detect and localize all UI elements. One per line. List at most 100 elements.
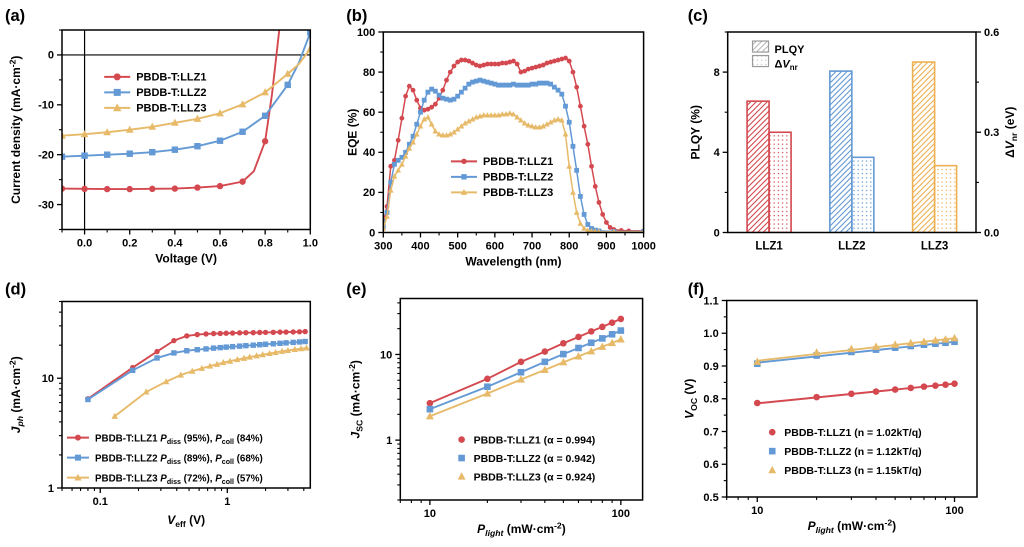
x-tick-label: 0.4 (167, 238, 183, 250)
panel-a-series (62, 30, 311, 193)
series-PBDB-T-LLZ3-marker (753, 357, 762, 365)
series-PBDB-T-LLZ1-marker (560, 339, 567, 347)
series-PBDB-T-LLZ1-marker (429, 104, 435, 110)
series-PBDB-T-LLZ3-marker (266, 349, 273, 357)
series-PBDB-T-LLZ2-marker (250, 342, 256, 348)
series-PBDB-T-LLZ3-marker (499, 111, 506, 117)
series-PBDB-T-LLZ2-marker (518, 82, 524, 88)
panel-e-x-axis-title: Plight (mW·cm-2) (477, 521, 566, 538)
x-tick-label: 0.1 (93, 496, 108, 508)
panel-d-y-axis-title: Jph (mA·cm-2) (8, 356, 25, 433)
legend-label: PBDB-T:LLZ2 (483, 172, 553, 184)
series-PBDB-T-LLZ2-marker (243, 342, 249, 349)
series-PBDB-T-LLZ1-marker (570, 69, 576, 75)
series-PBDB-T-LLZ3-marker (198, 364, 206, 371)
series-PBDB-T-LLZ1-marker (296, 329, 303, 335)
series-PBDB-T-LLZ1-marker (496, 61, 501, 67)
legend-label: PBDB-T:LLZ1 (n = 1.02kT/q) (784, 427, 921, 439)
series-PBDB-T-LLZ2-marker (217, 344, 223, 351)
series-PBDB-T-LLZ2-marker (62, 153, 66, 160)
series-PBDB-T-LLZ1-marker (399, 115, 405, 121)
series-PBDB-T-LLZ1-marker (458, 57, 464, 63)
series-PBDB-T-LLZ3-marker (436, 131, 442, 137)
series-PBDB-T-LLZ2-marker (270, 341, 276, 347)
series-PBDB-T-LLZ3-marker (272, 348, 279, 355)
series-PBDB-T-LLZ1-marker (203, 331, 209, 337)
series-PBDB-T-LLZ3-marker (177, 371, 184, 378)
series-PBDB-T-LLZ1-marker (277, 329, 283, 335)
series-PBDB-T-LLZ1-marker (257, 329, 263, 336)
y-tick-label: 60 (363, 107, 375, 119)
category-label-LLZ1: LLZ1 (755, 241, 783, 253)
series-PBDB-T-LLZ2-marker (277, 340, 283, 347)
y-tick-label: -20 (38, 149, 54, 161)
series-PBDB-T-LLZ1-marker (210, 330, 217, 337)
series-PBDB-T-LLZ2-marker (492, 81, 498, 87)
series-PBDB-T-LLZ1-marker (236, 330, 243, 336)
series-PBDB-T-LLZ3-marker (125, 125, 134, 133)
y-tick-label: -10 (38, 100, 54, 112)
bar-dVnr-LLZ3 (933, 164, 958, 233)
series-PBDB-T-LLZ2-marker (466, 81, 472, 87)
x-tick-label: 10 (751, 505, 763, 517)
series-PBDB-T-LLZ3-marker (253, 352, 260, 359)
series-PBDB-T-LLZ1-marker (451, 63, 457, 69)
series-PBDB-T-LLZ2-marker (239, 128, 246, 135)
series-PBDB-T-LLZ1-marker (559, 56, 565, 62)
series-PBDB-T-LLZ2-marker (216, 137, 224, 144)
series-PBDB-T-LLZ1-marker (216, 182, 224, 190)
y-tick-label: -30 (38, 199, 54, 211)
series-PBDB-T-LLZ1-marker (485, 61, 490, 67)
series-PBDB-T-LLZ2-marker (126, 150, 133, 157)
panel-e: 10 100 1 10 Plight (mW·cm-2) JSC (mA·cm-2) PBD… (346, 281, 644, 538)
legend-sample-marker (74, 454, 81, 461)
series-PBDB-T-LLZ1-marker (62, 185, 66, 192)
series-PBDB-T-LLZ3-marker (148, 122, 157, 130)
panel-e-series (425, 315, 625, 420)
legend-sample-marker (458, 454, 465, 462)
y-tick-label: 0.7 (703, 426, 718, 438)
series-PBDB-T-LLZ1-marker (548, 59, 554, 65)
series-PBDB-T-LLZ1-marker (848, 390, 855, 398)
series-PBDB-T-LLZ3-marker (566, 163, 573, 169)
series-PBDB-T-LLZ2-marker (641, 229, 644, 233)
series-PBDB-T-LLZ3-marker (491, 112, 498, 118)
y-tick-label: 0.6 (703, 459, 718, 471)
series-PBDB-T-LLZ3-marker (402, 153, 409, 159)
series-PBDB-T-LLZ1-marker (907, 384, 915, 392)
legend-label: PBDB-T:LLZ2 (α = 0.942) (474, 453, 596, 465)
series-PBDB-T-LLZ3-marker (238, 100, 247, 108)
panel-d-x-axis-title: Veff (V) (167, 513, 205, 529)
series-PBDB-T-LLZ1-marker (525, 66, 531, 72)
legend-label: PBDB-T:LLZ2 (n = 1.12kT/q) (784, 446, 921, 458)
y-tick-label: 1 (48, 483, 54, 495)
series-PBDB-T-LLZ2-marker (555, 87, 561, 93)
series-PBDB-T-LLZ1-marker (872, 388, 880, 395)
series-PBDB-T-LLZ2-marker (455, 93, 461, 99)
legend-sample-swatch (751, 40, 770, 53)
series-PBDB-T-LLZ1-marker (388, 163, 394, 169)
series-PBDB-T-LLZ2-marker (560, 350, 567, 358)
series-PBDB-T-LLZ3-marker (483, 389, 492, 397)
series-PBDB-T-LLZ3-marker (246, 353, 253, 360)
series-PBDB-T-LLZ2-marker (503, 82, 509, 88)
x-tick-label: 100 (945, 505, 963, 517)
legend-sample-marker (768, 447, 776, 455)
series-PBDB-T-LLZ1-marker (932, 382, 939, 389)
legend-label: ΔVnr (775, 58, 798, 72)
legend-sample-marker (74, 473, 82, 481)
series-PBDB-T-LLZ1-marker (517, 358, 525, 366)
series-PBDB-T-LLZ3-marker (465, 118, 472, 124)
series-PBDB-T-LLZ2-marker (458, 89, 464, 95)
series-PBDB-T-LLZ1-marker (537, 63, 542, 69)
legend-label: PBDB-T:LLZ2 (136, 87, 206, 99)
series-PBDB-T-LLZ3-marker (525, 122, 532, 128)
series-PBDB-T-LLZ2-marker (406, 141, 412, 147)
series-PBDB-T-LLZ2-marker (203, 346, 209, 352)
series-PBDB-T-LLZ2-marker (563, 103, 568, 109)
series-PBDB-T-LLZ2-marker (284, 81, 291, 89)
series-PBDB-T-LLZ2-marker (171, 350, 177, 356)
series-PBDB-T-LLZ2-marker (129, 367, 136, 374)
y-tick-label: 1 (386, 435, 392, 447)
